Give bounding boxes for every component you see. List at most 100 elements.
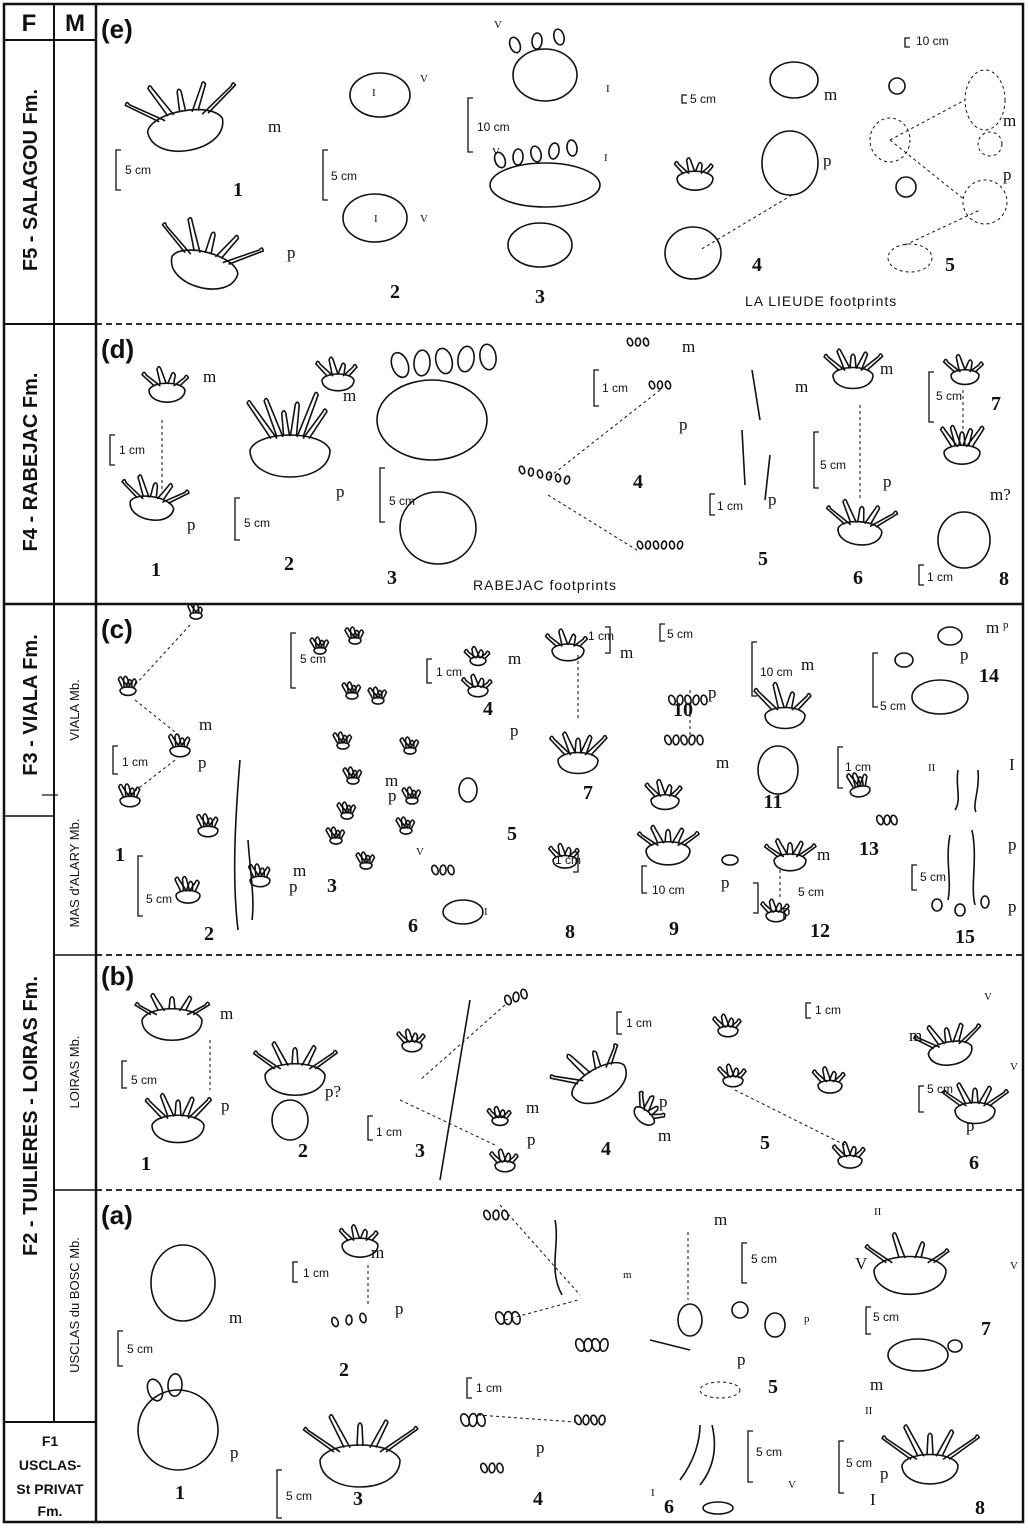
- manus-pes-label: I: [484, 906, 488, 918]
- digit-marks: [663, 734, 704, 746]
- digit-drag: [699, 1424, 716, 1486]
- manus-pes-label: m: [526, 1098, 539, 1117]
- pes-print-outline: [937, 511, 991, 569]
- specimen-number-a-6: 6: [664, 1496, 674, 1518]
- manus-print: [247, 863, 271, 888]
- scale-bar-label: 10 cm: [652, 883, 685, 897]
- pes-print-outline: [271, 1099, 309, 1141]
- scale-bar-label: 5 cm: [331, 169, 357, 183]
- manus-print: [187, 602, 203, 620]
- digit-marks: [494, 1310, 521, 1326]
- manus-pes-label: II: [928, 762, 936, 774]
- manus-print: [753, 681, 812, 730]
- digit-pads: [518, 465, 571, 485]
- print-outline: [937, 626, 963, 646]
- manus-pes-label: V: [1010, 1260, 1018, 1272]
- scale-bar: 5 cm: [234, 497, 270, 541]
- manus-pes-label: I: [372, 87, 376, 99]
- scale-bar-label: 1 cm: [476, 1381, 502, 1395]
- scale-bar-label: 5 cm: [880, 699, 906, 713]
- pes-print: [302, 1413, 419, 1488]
- specimen-number-b-4: 4: [601, 1138, 611, 1160]
- panel-separators: [96, 323, 1023, 1191]
- manus-pes-label: V: [492, 146, 500, 158]
- manus-print: [395, 1028, 426, 1053]
- print-outline: [980, 895, 990, 909]
- manus-pes-label: V: [1010, 1061, 1018, 1073]
- manus-pes-label: p: [804, 1313, 810, 1325]
- scale-bar: 5 cm: [681, 92, 716, 106]
- specimen-number-c-7: 7: [583, 782, 593, 804]
- manus-pes-label: m: [385, 771, 398, 790]
- manus-pes-label: m: [371, 1243, 384, 1262]
- scale-bar: 1 cm: [837, 746, 871, 789]
- scale-bar: 1 cm: [709, 493, 743, 516]
- manus-pes-label: m: [343, 386, 356, 405]
- manus-pes-label: m: [801, 655, 814, 674]
- scale-bar: 5 cm: [753, 882, 824, 914]
- manus-pes-label: p: [782, 901, 791, 920]
- digit-pads: [493, 139, 578, 169]
- manus-print-outline: [895, 176, 917, 198]
- specimen-number-e-3: 3: [535, 286, 545, 308]
- print-outline: [702, 1501, 734, 1515]
- manus-pes-label: p: [230, 1443, 239, 1462]
- digit-marks: [479, 1462, 504, 1474]
- digit-marks: [875, 814, 898, 826]
- scale-bar: 1 cm: [588, 626, 614, 654]
- scale-bar: 5 cm: [741, 1242, 777, 1284]
- pes-print-outline: [911, 679, 969, 715]
- print-outline: [458, 777, 478, 803]
- digit-drag: [649, 1339, 691, 1351]
- pes-print-outline: [761, 130, 819, 196]
- specimen-number-d-8: 8: [999, 568, 1009, 590]
- digit-drag: [764, 454, 771, 501]
- scale-bar-label: 5 cm: [244, 516, 270, 530]
- manus-print: [252, 1041, 339, 1096]
- digit-marks: [667, 694, 708, 706]
- digit-drag: [741, 429, 746, 486]
- manus-pes-label: m: [880, 359, 893, 378]
- scale-bar-label: 5 cm: [300, 652, 326, 666]
- specimen-number-b-2: 2: [298, 1140, 308, 1162]
- manus-pes-label: V: [420, 213, 428, 225]
- manus-pes-label: p: [221, 1096, 230, 1115]
- scale-bar: 5 cm: [290, 632, 326, 689]
- specimen-number-d-6: 6: [853, 567, 863, 589]
- digit-drag: [947, 834, 951, 901]
- manus-print: [141, 365, 190, 403]
- header-f: F: [22, 10, 37, 37]
- scale-bar: 1 cm: [555, 851, 581, 873]
- manus-pes-label: p: [1008, 897, 1017, 916]
- manus-print: [544, 628, 589, 662]
- scale-bar-label: 1 cm: [588, 629, 614, 643]
- manus-print: [711, 1013, 742, 1038]
- manus-pes-label: V: [788, 1479, 796, 1491]
- manus-print: [763, 838, 817, 872]
- print: [341, 681, 362, 700]
- scale-bar-label: 5 cm: [286, 1489, 312, 1503]
- scale-bar-label: 5 cm: [846, 1456, 872, 1470]
- manus-pes-label: p: [966, 1116, 975, 1135]
- specimen-number-a-4: 4: [533, 1488, 543, 1510]
- manus-print-outline: [512, 48, 578, 102]
- print-outline: [764, 1312, 786, 1338]
- scale-bar: 5 cm: [911, 864, 946, 891]
- digit-drag: [971, 829, 976, 906]
- manus-pes-label: II: [874, 1206, 882, 1218]
- trackway-dashed-line: [134, 624, 191, 686]
- manus-print: [460, 673, 493, 698]
- scale-bar-label: 1 cm: [119, 443, 145, 457]
- scale-bar-label: 1 cm: [602, 381, 628, 395]
- manus-pes-label: p: [289, 877, 298, 896]
- manus-print-outline: [150, 1244, 216, 1322]
- scale-bar: 1 cm: [466, 1377, 502, 1399]
- digit-drag: [974, 769, 980, 813]
- manus-print: [117, 675, 138, 697]
- manus-pes-label: I: [651, 1487, 655, 1499]
- manus-print: [134, 992, 211, 1041]
- pes-print: [939, 424, 985, 465]
- member-usclas-bosc: USCLAS du BOSC Mb.: [67, 1237, 82, 1373]
- pes-print-outline: [489, 162, 601, 208]
- specimen-number-c-9: 9: [669, 918, 679, 940]
